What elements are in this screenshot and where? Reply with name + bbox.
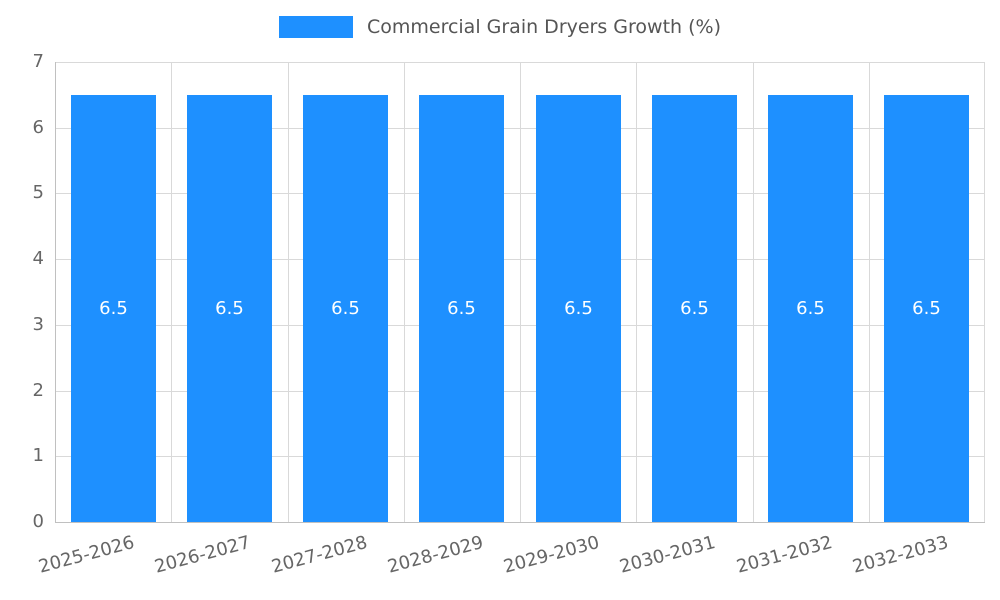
bar-value-label: 6.5 (215, 298, 244, 319)
y-axis-tick-label: 7 (32, 51, 44, 72)
x-axis-tick-label: 2029-2030 (501, 532, 602, 578)
x-axis-tick-label: 2028-2029 (385, 532, 486, 578)
y-axis-tick-label: 5 (32, 182, 44, 203)
gridline-horizontal (55, 522, 985, 523)
y-axis-tick-label: 0 (32, 511, 44, 532)
y-axis-tick-label: 1 (32, 445, 44, 466)
bar: 6.5 (303, 95, 388, 522)
y-axis-tick-label: 3 (32, 314, 44, 335)
gridline-vertical (55, 62, 56, 522)
chart-legend[interactable]: Commercial Grain Dryers Growth (%) (0, 16, 1000, 38)
bar: 6.5 (652, 95, 737, 522)
bar-value-label: 6.5 (564, 298, 593, 319)
y-axis-tick-label: 6 (32, 117, 44, 138)
bar: 6.5 (768, 95, 853, 522)
bar-value-label: 6.5 (796, 298, 825, 319)
bar-value-label: 6.5 (99, 298, 128, 319)
bar: 6.5 (419, 95, 504, 522)
bar: 6.5 (71, 95, 156, 522)
gridline-vertical (984, 62, 985, 522)
x-axis-tick-label: 2030-2031 (617, 532, 718, 578)
bar: 6.5 (884, 95, 969, 522)
y-axis-tick-label: 4 (32, 248, 44, 269)
gridline-vertical (753, 62, 754, 522)
x-axis-tick-label: 2032-2033 (850, 532, 951, 578)
bar-value-label: 6.5 (447, 298, 476, 319)
gridline-vertical (636, 62, 637, 522)
gridline-vertical (869, 62, 870, 522)
y-axis-tick-label: 2 (32, 380, 44, 401)
gridline-vertical (520, 62, 521, 522)
gridline-vertical (404, 62, 405, 522)
gridline-vertical (288, 62, 289, 522)
bar: 6.5 (187, 95, 272, 522)
bar-value-label: 6.5 (912, 298, 941, 319)
legend-swatch[interactable] (278, 16, 353, 38)
chart-title: Commercial Grain Dryers Growth (%) (366, 16, 722, 38)
x-axis-tick-label: 2031-2032 (734, 532, 835, 578)
plot-area: 6.5 6.5 6.5 6.5 6.5 6.5 6.5 6.5 (55, 62, 985, 523)
x-axis-tick-label: 2026-2027 (152, 532, 253, 578)
gridline-vertical (171, 62, 172, 522)
bar-value-label: 6.5 (680, 298, 709, 319)
x-axis-tick-label: 2025-2026 (36, 532, 137, 578)
x-axis-tick-label: 2027-2028 (269, 532, 370, 578)
bar: 6.5 (536, 95, 621, 522)
bar-value-label: 6.5 (331, 298, 360, 319)
